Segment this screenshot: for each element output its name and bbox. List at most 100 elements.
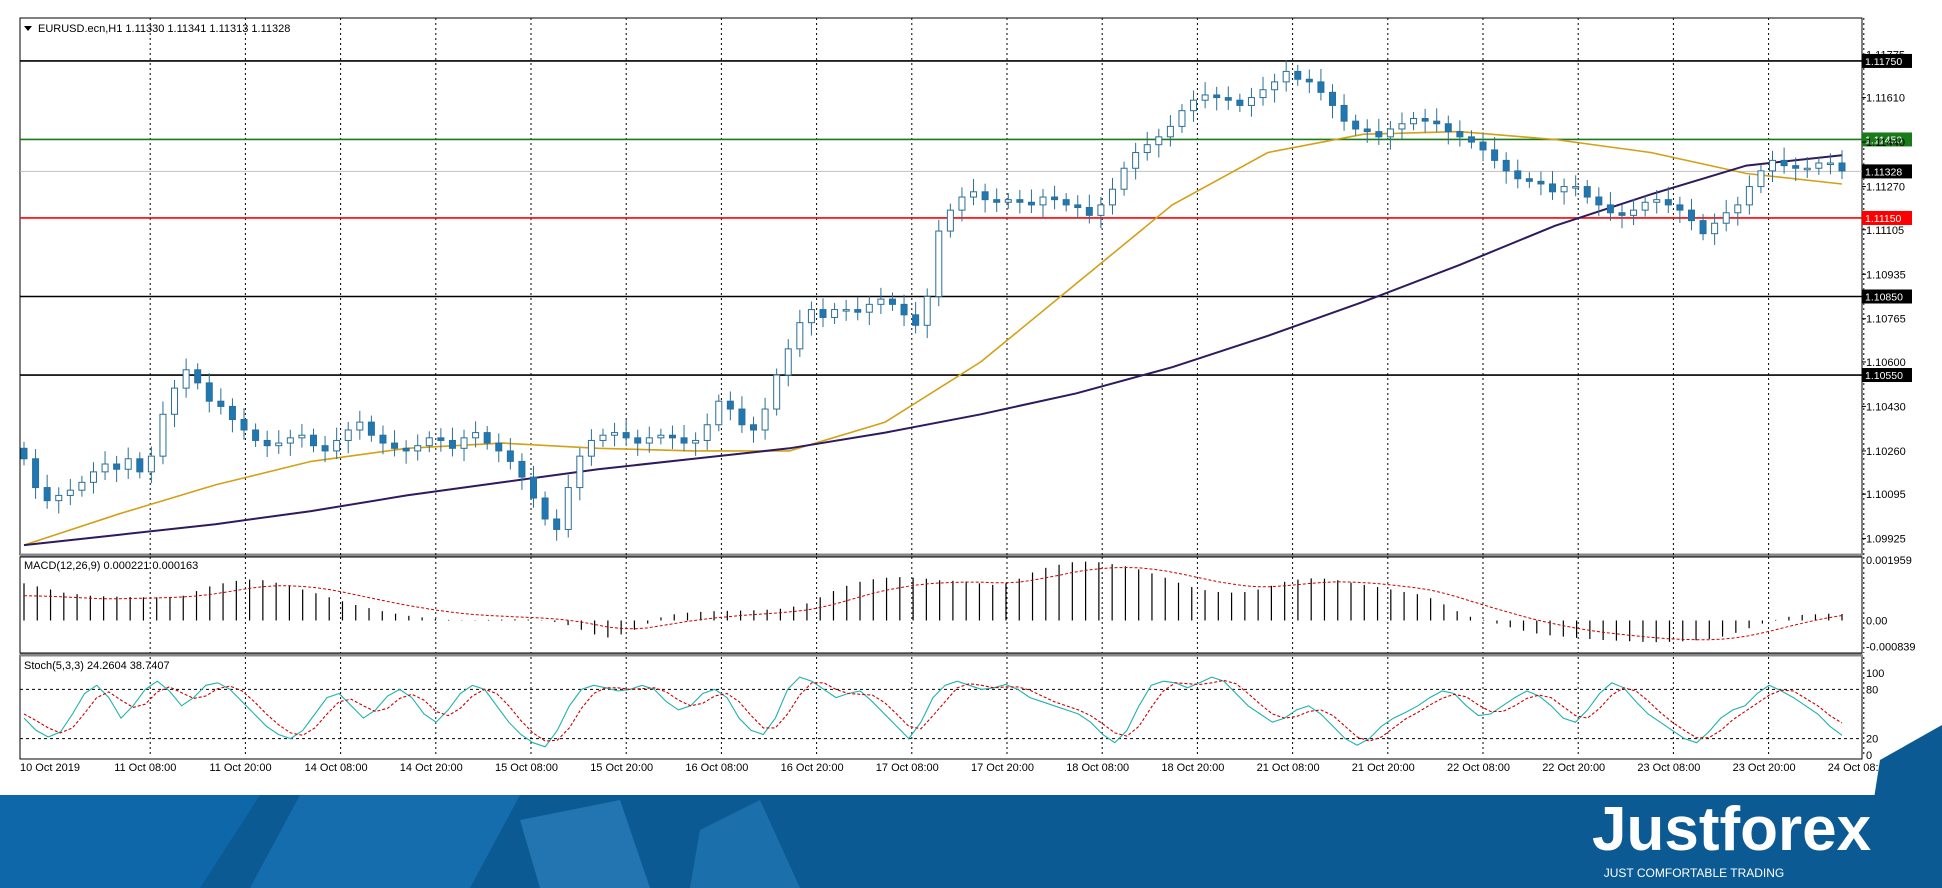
banner-shape-4 xyxy=(690,800,800,888)
candle-body xyxy=(1618,212,1626,216)
collapse-triangle-icon[interactable] xyxy=(24,26,32,31)
candle-body xyxy=(379,434,387,444)
banner-corner xyxy=(1860,725,1942,888)
candle-body xyxy=(1097,204,1105,216)
candle-body xyxy=(101,463,109,473)
candle-body xyxy=(1178,110,1186,127)
y-tick-label: 1.11440 xyxy=(1866,137,1905,149)
candle-body xyxy=(1259,89,1267,99)
candle-body xyxy=(1190,99,1198,112)
candle-body xyxy=(1143,144,1151,154)
candle-body xyxy=(402,447,410,452)
x-tick-label: 21 Oct 20:00 xyxy=(1352,762,1415,774)
stoch-y-label: 80 xyxy=(1866,684,1878,696)
candle-body xyxy=(159,413,167,457)
x-tick-label: 23 Oct 08:00 xyxy=(1637,762,1700,774)
candle-body xyxy=(1247,97,1255,106)
candle-body xyxy=(425,437,433,447)
banner-shape-3 xyxy=(520,800,650,888)
candle-body xyxy=(1155,136,1163,146)
x-tick-label: 15 Oct 20:00 xyxy=(590,762,653,774)
y-tick-label: 1.10935 xyxy=(1866,269,1906,281)
level-tag-label: 1.10850 xyxy=(1865,292,1903,304)
candle-body xyxy=(136,458,144,473)
level-tag-label: 1.11450 xyxy=(1865,134,1902,146)
candle-body xyxy=(124,458,132,470)
candle-body xyxy=(309,434,317,447)
candle-body xyxy=(807,309,815,324)
candle-body xyxy=(263,439,271,447)
ma-fast-line xyxy=(23,130,1843,546)
y-tick-label: 1.11105 xyxy=(1866,225,1904,237)
candle-body xyxy=(657,434,665,439)
candle-body xyxy=(634,437,642,444)
x-tick-label: 14 Oct 20:00 xyxy=(400,762,463,774)
candle-body xyxy=(1525,178,1533,182)
candle-body xyxy=(622,432,630,439)
ma-layer xyxy=(23,130,1843,547)
candle-body xyxy=(1572,186,1580,189)
candle-body xyxy=(576,455,584,489)
candle-body xyxy=(1132,152,1140,169)
candle-body xyxy=(1363,128,1371,133)
x-tick-label: 11 Oct 08:00 xyxy=(114,762,176,774)
y-tick-label: 1.11270 xyxy=(1866,182,1905,194)
candle-body xyxy=(1595,196,1603,206)
candle-body xyxy=(1120,167,1128,190)
candle-body xyxy=(773,374,781,410)
x-tick-label: 14 Oct 08:00 xyxy=(305,762,368,774)
candle-body xyxy=(321,445,329,452)
candle-body xyxy=(1074,204,1082,209)
level-tag-label: 1.10550 xyxy=(1865,370,1903,382)
candle-body xyxy=(1294,70,1302,80)
x-tick-label: 10 Oct 2019 xyxy=(20,762,80,774)
x-axis-labels: 10 Oct 2019 11 Oct 08:00 11 Oct 20:00 14 Oc… xyxy=(20,762,1891,774)
level-tag xyxy=(1862,132,1912,147)
candle-body xyxy=(1027,201,1035,206)
x-tick-label: 11 Oct 20:00 xyxy=(209,762,271,774)
candle-body xyxy=(147,455,155,473)
stoch-signal-line xyxy=(23,679,1843,742)
level-tag xyxy=(1862,164,1912,179)
candle-body xyxy=(564,487,572,530)
candle-body xyxy=(1583,186,1591,198)
x-tick-label: 18 Oct 20:00 xyxy=(1161,762,1224,774)
macd-layer xyxy=(23,561,1843,643)
y-tick-label: 1.09925 xyxy=(1866,534,1906,546)
candle-body xyxy=(946,209,954,232)
candle-body xyxy=(530,476,538,499)
candle-body xyxy=(1039,196,1047,206)
candle-body xyxy=(252,429,260,441)
candles-layer xyxy=(20,60,1846,541)
y-tick-label: 1.10765 xyxy=(1866,314,1906,326)
candle-body xyxy=(1699,220,1707,235)
candle-body xyxy=(1815,162,1823,169)
candle-body xyxy=(923,296,931,326)
candle-body xyxy=(1328,91,1336,106)
candle-body xyxy=(367,421,375,436)
candle-body xyxy=(1549,183,1557,193)
candle-body xyxy=(1745,186,1753,206)
stoch-info: Stoch(5,3,3) 24.2604 38.7407 xyxy=(24,660,170,672)
candle-body xyxy=(506,450,514,462)
x-tick-label: 17 Oct 08:00 xyxy=(876,762,939,774)
y-axis-labels: 1.11775 1.11610 1.11440 1.11270 1.11105 1.109… xyxy=(1862,49,1916,762)
grid-layer xyxy=(149,18,1865,757)
candle-body xyxy=(356,421,364,431)
candle-body xyxy=(993,199,1001,203)
candle-body xyxy=(1734,204,1742,214)
candle-body xyxy=(1062,199,1070,206)
candle-body xyxy=(1271,81,1279,91)
candle-body xyxy=(1653,199,1661,203)
candle-body xyxy=(1456,131,1464,138)
candle-body xyxy=(831,309,839,318)
candle-body xyxy=(1780,159,1788,167)
brand-logo: Justforex xyxy=(1592,795,1872,864)
candle-body xyxy=(182,369,190,389)
candle-body xyxy=(1398,123,1406,130)
level-tag-label: 1.11328 xyxy=(1865,166,1902,178)
y-tick-label: 1.10600 xyxy=(1866,357,1906,369)
candle-body xyxy=(1085,207,1093,216)
